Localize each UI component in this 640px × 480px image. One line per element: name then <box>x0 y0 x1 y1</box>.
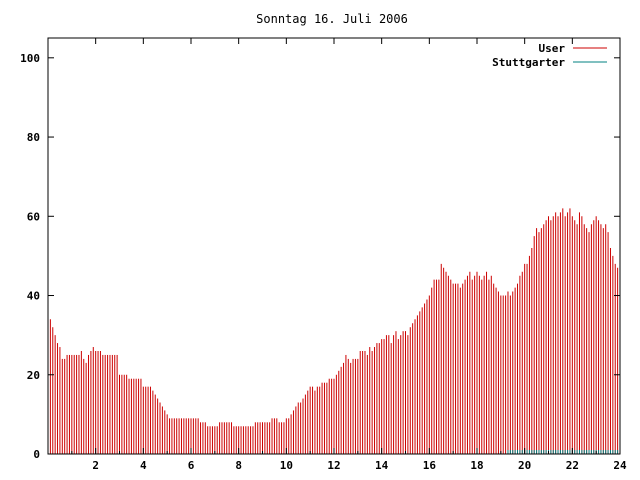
y-tick-label: 40 <box>27 290 40 303</box>
x-tick-label: 20 <box>518 459 531 472</box>
x-tick-label: 24 <box>613 459 627 472</box>
x-tick-label: 10 <box>280 459 293 472</box>
x-tick-label: 22 <box>566 459 579 472</box>
x-tick-label: 8 <box>235 459 242 472</box>
x-tick-label: 6 <box>188 459 195 472</box>
x-tick-label: 16 <box>423 459 437 472</box>
chart-title: Sonntag 16. Juli 2006 <box>256 12 408 26</box>
x-tick-label: 12 <box>327 459 340 472</box>
y-tick-label: 20 <box>27 369 40 382</box>
x-tick-label: 14 <box>375 459 389 472</box>
legend-label: Stuttgarter <box>492 56 565 69</box>
plot-series <box>47 208 619 454</box>
series-0 <box>47 208 619 454</box>
x-tick-label: 2 <box>92 459 99 472</box>
x-tick-label: 18 <box>470 459 483 472</box>
y-tick-label: 80 <box>27 131 40 144</box>
x-tick-label: 4 <box>140 459 147 472</box>
y-tick-label: 60 <box>27 210 40 223</box>
y-tick-label: 100 <box>20 52 40 65</box>
legend-label: User <box>539 42 566 55</box>
y-tick-label: 0 <box>33 448 40 461</box>
